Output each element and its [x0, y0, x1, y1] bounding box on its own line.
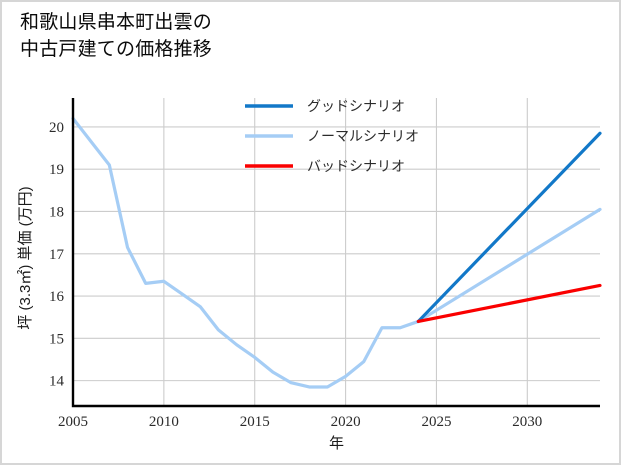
x-tick-label: 2010 — [149, 414, 179, 430]
y-axis-title: 坪 (3.3㎡) 単価 (万円) — [17, 186, 34, 329]
y-tick-label: 20 — [49, 120, 64, 136]
x-tick-label: 2020 — [331, 414, 361, 430]
y-tick-label: 17 — [49, 247, 65, 263]
series-group — [71, 116, 602, 389]
gridlines-group — [73, 98, 600, 406]
y-tick-label: 19 — [49, 162, 64, 178]
series-line-normal — [71, 116, 602, 389]
axis-spines — [71, 98, 600, 408]
y-tick-label: 14 — [49, 374, 65, 390]
series-line-bad — [416, 283, 602, 324]
legend-label-bad: バッドシナリオ — [307, 160, 405, 175]
x-tick-label: 2030 — [512, 414, 542, 430]
x-axis-ticks: 2005 2010 2015 2020 2025 2030 — [58, 414, 542, 430]
x-axis-title: 年 — [329, 435, 344, 452]
legend-label-normal: ノーマルシナリオ — [307, 130, 419, 145]
x-tick-label: 2025 — [421, 414, 451, 430]
y-tick-label: 18 — [49, 204, 64, 220]
legend-label-good: グッドシナリオ — [307, 99, 405, 115]
page-title: 和歌山県串本町出雲の 中古戸建ての価格推移 — [20, 12, 213, 60]
x-tick-label: 2005 — [58, 414, 88, 430]
y-axis-title-group: 坪 (3.3㎡) 単価 (万円) — [17, 186, 34, 329]
y-tick-label: 15 — [49, 331, 64, 347]
y-axis-ticks: 14 15 16 17 18 19 20 — [49, 120, 65, 390]
y-tick-label: 16 — [49, 289, 65, 305]
axis-spine-path — [71, 98, 600, 408]
x-tick-label: 2015 — [240, 414, 270, 430]
series-line-good — [416, 131, 602, 324]
